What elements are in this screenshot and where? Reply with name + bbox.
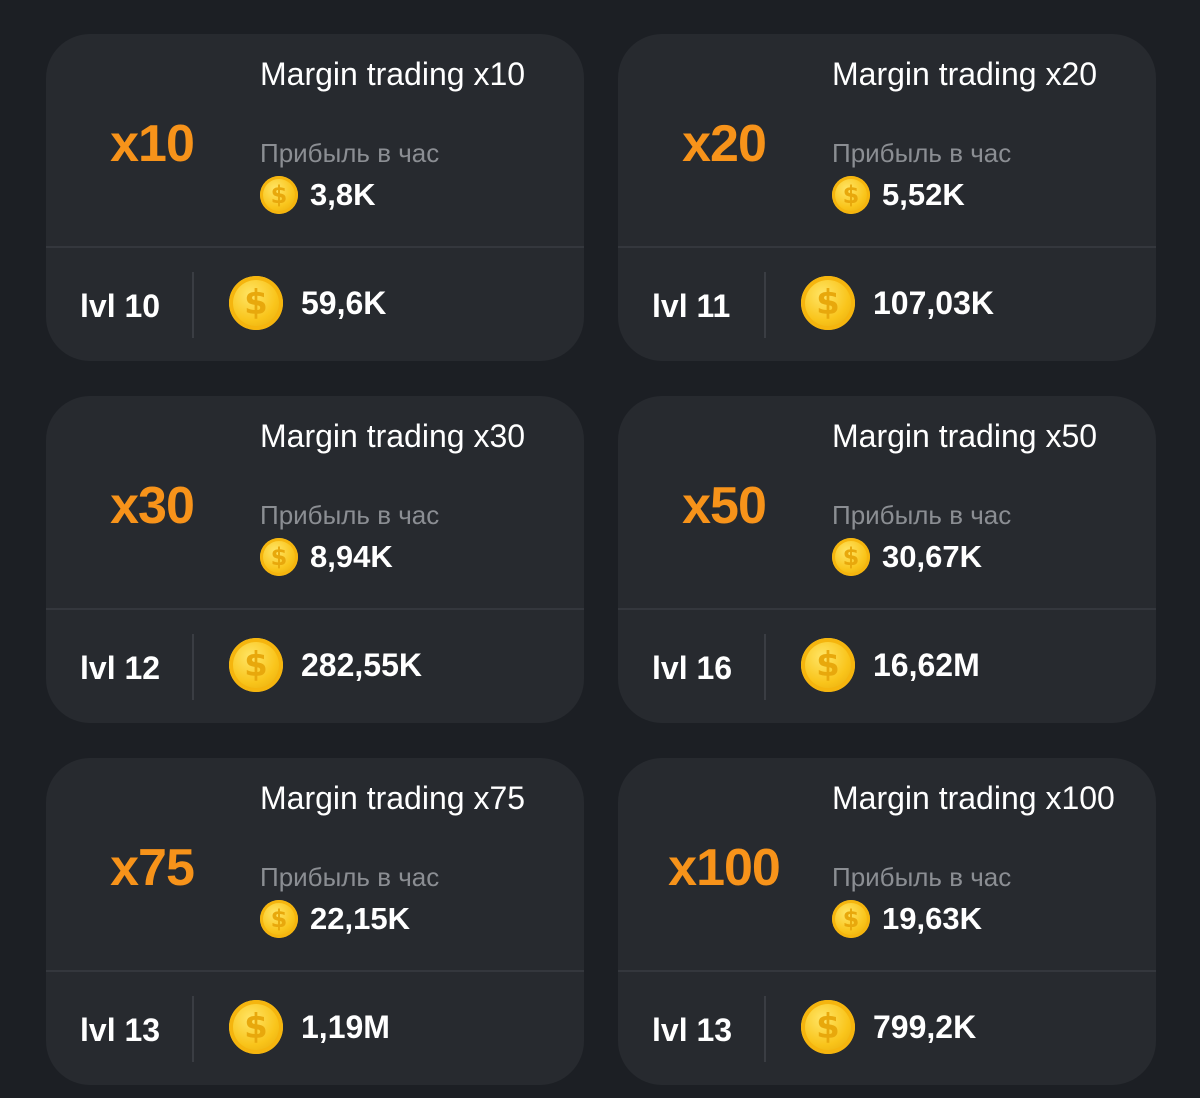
vertical-divider [764,272,766,338]
card-title: Margin trading x50 [832,418,1098,454]
card-title: Margin trading x100 [832,780,1115,816]
divider [618,970,1156,972]
upgrade-card-margin-x30[interactable]: x30 Margin trading x30 Прибыль в час $ 8… [46,396,584,723]
upgrade-card-margin-x100[interactable]: x100 Margin trading x100 Прибыль в час $… [618,758,1156,1085]
card-top-section: x10 Margin trading x10 Прибыль в час $ 3… [46,34,584,246]
multiplier-badge: x10 [110,115,195,173]
divider [46,608,584,610]
upgrade-cost: $ 59,6K [229,276,386,330]
card-bottom-section: lvl 16 $ 16,62M [618,610,1156,723]
multiplier-badge: x100 [668,839,781,897]
multiplier-badge: x75 [110,839,195,897]
upgrade-cost: $ 799,2K [801,1000,976,1054]
cost-value: 107,03K [873,284,994,321]
cost-value: 59,6K [301,284,387,321]
card-top-section: x30 Margin trading x30 Прибыль в час $ 8… [46,396,584,608]
card-bottom-section: lvl 12 $ 282,55K [46,610,584,723]
coin-icon: $ [801,1000,855,1054]
upgrade-cost: $ 16,62M [801,638,980,692]
coin-icon: $ [832,900,870,938]
cost-value: 799,2K [873,1008,977,1045]
vertical-divider [192,272,194,338]
card-title: Margin trading x30 [260,418,526,454]
profit-value: 5,52K [882,177,965,212]
profit-per-hour: $ 22,15K [260,900,410,938]
divider [618,608,1156,610]
divider [46,970,584,972]
profit-per-hour: $ 19,63K [832,900,982,938]
profit-per-hour-label: Прибыль в час [260,500,440,530]
card-top-section: x20 Margin trading x20 Прибыль в час $ 5… [618,34,1156,246]
coin-icon: $ [229,1000,283,1054]
level-label: lvl 12 [80,650,161,686]
multiplier-badge: x30 [110,477,195,535]
card-top-section: x100 Margin trading x100 Прибыль в час $… [618,758,1156,970]
profit-value: 30,67K [882,539,982,574]
card-bottom-section: lvl 13 $ 799,2K [618,972,1156,1085]
profit-value: 22,15K [310,901,410,936]
cost-value: 16,62M [873,646,980,683]
upgrade-card-margin-x10[interactable]: x10 Margin trading x10 Прибыль в час $ 3… [46,34,584,361]
coin-icon: $ [229,276,283,330]
divider [46,246,584,248]
coin-icon: $ [229,638,283,692]
vertical-divider [764,996,766,1062]
upgrade-card-margin-x50[interactable]: x50 Margin trading x50 Прибыль в час $ 3… [618,396,1156,723]
profit-per-hour-label: Прибыль в час [260,138,440,168]
upgrade-card-margin-x20[interactable]: x20 Margin trading x20 Прибыль в час $ 5… [618,34,1156,361]
coin-icon: $ [801,276,855,330]
coin-icon: $ [832,176,870,214]
card-title: Margin trading x75 [260,780,526,816]
coin-icon: $ [260,176,298,214]
upgrade-cost: $ 282,55K [229,638,422,692]
card-top-section: x75 Margin trading x75 Прибыль в час $ 2… [46,758,584,970]
level-label: lvl 16 [652,650,733,686]
vertical-divider [192,996,194,1062]
vertical-divider [764,634,766,700]
upgrade-card-margin-x75[interactable]: x75 Margin trading x75 Прибыль в час $ 2… [46,758,584,1085]
profit-per-hour-label: Прибыль в час [832,138,1012,168]
profit-per-hour: $ 5,52K [832,176,965,214]
card-bottom-section: lvl 13 $ 1,19M [46,972,584,1085]
vertical-divider [192,634,194,700]
profit-value: 19,63K [882,901,982,936]
profit-per-hour: $ 8,94K [260,538,393,576]
profit-per-hour-label: Прибыль в час [260,862,440,892]
coin-icon: $ [260,900,298,938]
profit-value: 8,94K [310,539,393,574]
coin-icon: $ [260,538,298,576]
card-title: Margin trading x10 [260,56,526,92]
profit-per-hour: $ 30,67K [832,538,982,576]
profit-per-hour-label: Прибыль в час [832,862,1012,892]
card-top-section: x50 Margin trading x50 Прибыль в час $ 3… [618,396,1156,608]
upgrade-cost: $ 107,03K [801,276,994,330]
multiplier-badge: x50 [682,477,767,535]
level-label: lvl 11 [652,288,731,324]
card-bottom-section: lvl 10 $ 59,6K [46,248,584,361]
card-bottom-section: lvl 11 $ 107,03K [618,248,1156,361]
level-label: lvl 10 [80,288,161,324]
multiplier-badge: x20 [682,115,767,173]
profit-per-hour: $ 3,8K [260,176,375,214]
card-title: Margin trading x20 [832,56,1098,92]
cost-value: 282,55K [301,646,422,683]
coin-icon: $ [832,538,870,576]
divider [618,246,1156,248]
level-label: lvl 13 [80,1012,161,1048]
coin-icon: $ [801,638,855,692]
profit-per-hour-label: Прибыль в час [832,500,1012,530]
upgrade-cost: $ 1,19M [229,1000,390,1054]
level-label: lvl 13 [652,1012,733,1048]
profit-value: 3,8K [310,177,376,212]
cost-value: 1,19M [301,1008,390,1045]
